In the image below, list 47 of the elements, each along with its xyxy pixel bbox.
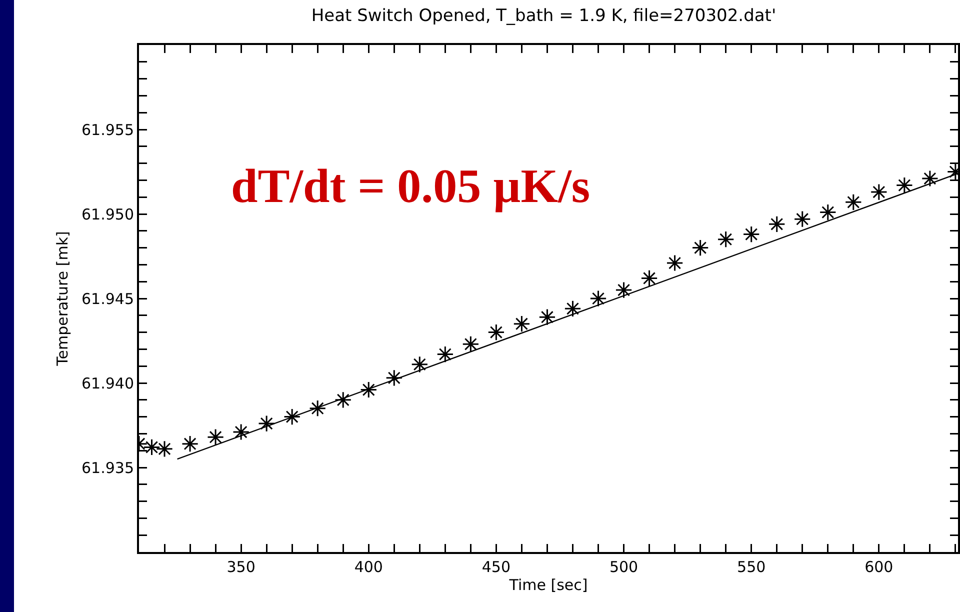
point bbox=[309, 400, 326, 417]
point bbox=[488, 324, 505, 341]
point bbox=[768, 216, 786, 233]
y-tick-label: 61.940 bbox=[82, 374, 134, 392]
point bbox=[232, 423, 250, 441]
y-tick-label: 61.955 bbox=[82, 120, 134, 139]
point bbox=[436, 346, 454, 363]
point bbox=[386, 369, 403, 386]
point bbox=[284, 408, 301, 426]
y-tick-label: 61.935 bbox=[82, 458, 134, 477]
point bbox=[794, 210, 811, 228]
point bbox=[156, 440, 174, 458]
y-tick-label: 61.945 bbox=[82, 290, 134, 308]
point bbox=[692, 239, 709, 256]
point bbox=[564, 300, 582, 318]
point bbox=[666, 254, 684, 272]
point bbox=[921, 170, 938, 188]
y-tick-label: 61.950 bbox=[82, 205, 134, 224]
point bbox=[181, 435, 199, 452]
point bbox=[717, 230, 734, 248]
point bbox=[462, 336, 480, 353]
point bbox=[640, 270, 658, 287]
x-tick-label: 350 bbox=[226, 558, 256, 576]
x-tick-label: 400 bbox=[354, 558, 383, 576]
point bbox=[819, 204, 836, 221]
y-axis-title: Temperature [mk] bbox=[53, 231, 72, 367]
point bbox=[513, 315, 530, 332]
point bbox=[411, 356, 428, 373]
point bbox=[143, 438, 160, 456]
point bbox=[615, 282, 632, 299]
point bbox=[844, 194, 862, 211]
x-tick-label: 600 bbox=[864, 558, 894, 576]
annotation: dT/dt = 0.05 µK/s bbox=[231, 160, 590, 213]
point bbox=[590, 290, 607, 308]
point bbox=[360, 381, 378, 398]
chart-title: Heat Switch Opened, T_bath = 1.9 K, file=270302.dat' bbox=[311, 6, 776, 26]
x-tick-label: 450 bbox=[482, 558, 511, 576]
x-tick-label: 550 bbox=[737, 558, 766, 576]
x-tick-label: 500 bbox=[609, 558, 638, 576]
point bbox=[538, 308, 556, 326]
x-axis-title: Time [sec] bbox=[508, 576, 588, 594]
point bbox=[870, 183, 888, 201]
point bbox=[742, 226, 760, 243]
point bbox=[206, 428, 224, 446]
point bbox=[896, 176, 913, 194]
point bbox=[258, 415, 276, 432]
point bbox=[334, 391, 352, 408]
